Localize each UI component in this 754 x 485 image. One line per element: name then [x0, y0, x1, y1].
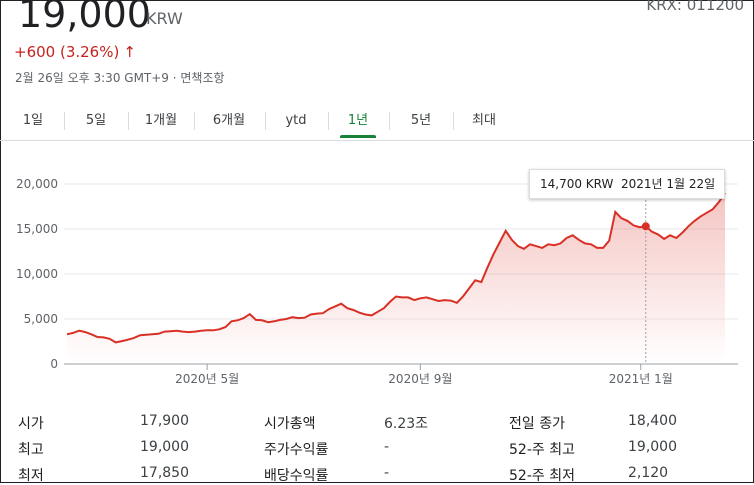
tab-1y[interactable]: 1년 — [340, 108, 376, 138]
tab-separator — [128, 112, 129, 130]
stat-label-market-cap: 시가총액 — [264, 416, 316, 432]
chart-tooltip: 14,700 KRW 2021년 1월 22일 — [529, 169, 725, 199]
y-tick-label: 5,000 — [24, 312, 58, 326]
hover-point — [641, 222, 650, 231]
tooltip-date: 2021년 1월 22일 — [621, 177, 716, 191]
tabs-divider — [0, 140, 754, 141]
range-tabs: 1일 5일 1개월 6개월 ytd 1년 5년 최대 — [0, 108, 754, 138]
y-axis: 0 5,000 10,000 15,000 20,000 — [16, 177, 58, 371]
tab-separator — [64, 112, 65, 130]
tab-separator — [453, 112, 454, 130]
price-change: +600 (3.26%) ↑ — [14, 43, 136, 61]
tab-separator — [265, 112, 266, 130]
x-tick-label: 2020년 5월 — [175, 372, 239, 386]
tab-1d[interactable]: 1일 — [22, 113, 44, 128]
current-price: 19,000 — [18, 0, 151, 36]
price-line — [66, 192, 726, 344]
y-tick-label: 10,000 — [16, 267, 58, 281]
stat-label-dividend-yield: 배당수익률 — [264, 468, 329, 484]
x-axis: 2020년 5월 2020년 9월 2021년 1월 — [175, 364, 673, 386]
stat-label-52w-low: 52-주 최저 — [509, 468, 575, 484]
tab-5d[interactable]: 5일 — [85, 113, 107, 128]
stat-label-high: 최고 — [18, 442, 44, 458]
price-currency: KRW — [146, 9, 183, 28]
tab-1m[interactable]: 1개월 — [144, 113, 178, 128]
tab-separator — [389, 112, 390, 130]
tab-max[interactable]: 최대 — [472, 113, 496, 128]
price-chart[interactable]: 0 5,000 10,000 15,000 20,000 2020년 5월 2020년 9… — [0, 160, 754, 390]
tooltip-price: 14,700 KRW — [540, 177, 614, 191]
tab-separator — [194, 112, 195, 130]
stat-value-dividend-yield: - — [384, 465, 390, 481]
tab-ytd[interactable]: ytd — [285, 113, 307, 128]
x-tick-label: 2020년 9월 — [388, 372, 452, 386]
stat-value-52w-high: 19,000 — [628, 439, 677, 455]
tab-5y[interactable]: 5년 — [410, 113, 432, 128]
stat-label-prev-close: 전일 종가 — [509, 416, 565, 432]
stat-value-low: 17,850 — [140, 465, 189, 481]
stat-value-high: 19,000 — [140, 439, 189, 455]
stat-label-pe-ratio: 주가수익률 — [264, 442, 329, 458]
stat-label-open: 시가 — [18, 416, 44, 432]
y-tick-label: 20,000 — [16, 177, 58, 191]
ticker-symbol: KRX: 011200 — [646, 0, 744, 14]
stat-label-low: 최저 — [18, 468, 44, 484]
stat-value-pe-ratio: - — [384, 439, 390, 455]
x-tick-label: 2021년 1월 — [609, 372, 673, 386]
stat-value-prev-close: 18,400 — [628, 413, 677, 429]
stat-label-52w-high: 52-주 최고 — [509, 442, 575, 458]
y-tick-label: 0 — [50, 357, 58, 371]
tab-6m[interactable]: 6개월 — [212, 113, 246, 128]
stat-value-market-cap: 6.23조 — [384, 416, 429, 432]
stat-value-52w-low: 2,120 — [628, 465, 669, 481]
stat-value-open: 17,900 — [140, 413, 189, 429]
timestamp-disclaimer[interactable]: 2월 26일 오후 3:30 GMT+9 · 면책조항 — [15, 71, 225, 85]
arrow-up-icon: ↑ — [123, 43, 136, 61]
price-change-value: +600 (3.26%) — [14, 43, 120, 61]
tab-separator — [328, 112, 329, 130]
y-tick-label: 15,000 — [16, 222, 58, 236]
price-area-fill — [67, 193, 725, 364]
